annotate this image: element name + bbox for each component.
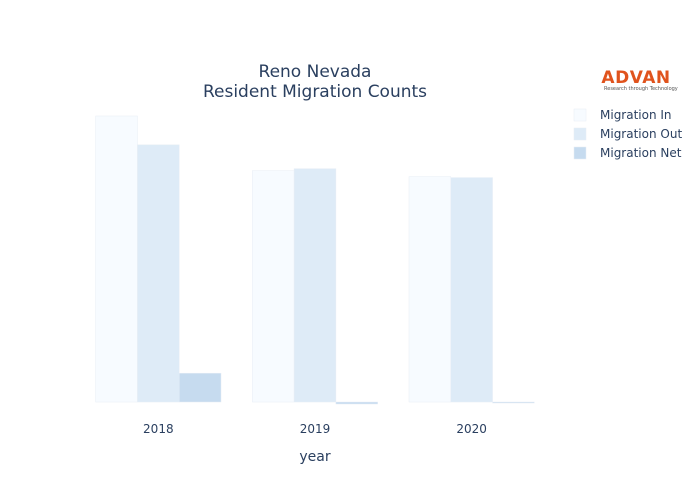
x-tick-label-2020: 2020: [456, 422, 487, 436]
x-tick-labels: 2018 2019 2020: [143, 422, 487, 436]
legend: Migration In Migration Out Migration Net: [573, 108, 682, 160]
legend-swatch-migration-in[interactable]: [573, 108, 587, 122]
bar-migration-in-2018: [95, 115, 138, 403]
bar-migration-out-2018: [137, 144, 180, 403]
bars-layer: [95, 115, 535, 405]
legend-label-migration-net[interactable]: Migration Net: [600, 146, 682, 160]
logo-wordmark: ADVAN: [601, 68, 670, 88]
bar-migration-in-2020: [408, 176, 452, 403]
bar-migration-out-2020: [450, 177, 493, 403]
advan-logo: ADVAN Research through Technology: [601, 68, 677, 92]
logo-tagline: Research through Technology: [604, 86, 678, 92]
bar-migration-out-2019: [293, 168, 337, 403]
legend-swatch-migration-out[interactable]: [573, 127, 587, 141]
x-tick-label-2019: 2019: [300, 422, 331, 436]
bar-migration-net-2020: [492, 401, 535, 404]
bar-migration-in-2019: [252, 170, 295, 403]
legend-label-migration-out[interactable]: Migration Out: [600, 127, 682, 141]
chart-title-line-1: Reno Nevada: [259, 62, 372, 82]
bar-migration-net-2019: [335, 401, 378, 405]
x-axis-title: year: [299, 449, 330, 465]
x-tick-label-2018: 2018: [143, 422, 174, 436]
legend-swatch-migration-net[interactable]: [573, 146, 587, 160]
bar-migration-net-2018: [178, 372, 222, 403]
chart-title-line-2: Resident Migration Counts: [203, 82, 427, 102]
legend-label-migration-in[interactable]: Migration In: [600, 108, 672, 122]
